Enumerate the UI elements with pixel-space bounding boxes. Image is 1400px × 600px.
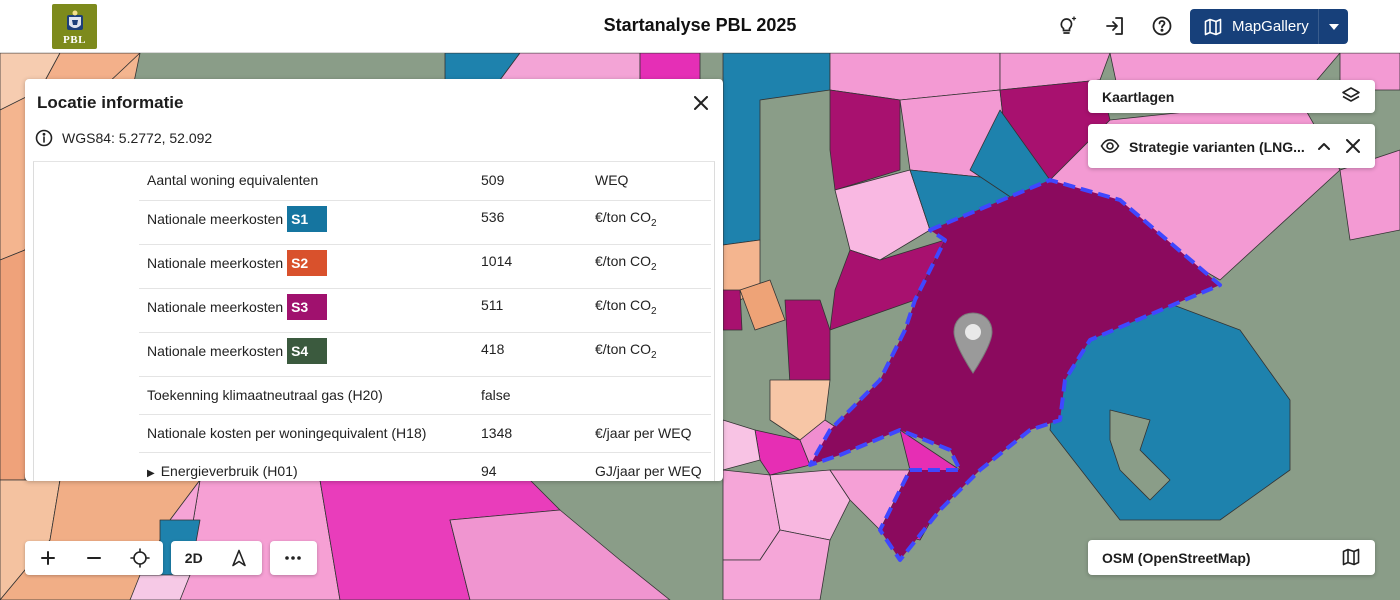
row-value: 536 [473, 200, 587, 245]
row-name: Nationale kosten per woningequivalent (H… [139, 414, 473, 453]
location-marker-icon[interactable] [951, 311, 995, 375]
kaartlagen-card[interactable]: Kaartlagen [1088, 80, 1375, 113]
row-value: 94 [473, 452, 587, 481]
expandable-row[interactable]: ▶ Energieverbruik (H01) 94 GJ/jaar per WE… [139, 452, 711, 481]
close-icon[interactable] [690, 92, 712, 114]
unit-subscript: 2 [651, 349, 657, 361]
row-unit-text: €/ton CO [595, 252, 652, 269]
zoom-controls [25, 541, 163, 575]
row-unit [587, 376, 711, 415]
locate-button[interactable] [117, 541, 163, 575]
attribute-table: Aantal woning equivalenten 509 WEQ Natio… [139, 162, 711, 481]
attribute-table-container[interactable]: Aantal woning equivalenten 509 WEQ Natio… [33, 161, 715, 481]
zoom-out-button[interactable] [71, 541, 117, 575]
crest-icon [66, 10, 83, 30]
strategie-layer-card[interactable]: Strategie varianten (LNG... [1088, 124, 1375, 168]
caret-down-icon[interactable] [1318, 9, 1348, 44]
row-unit-text: €/ton CO [595, 340, 652, 357]
selected-area[interactable] [808, 178, 1222, 562]
coordinates-text: WGS84: 5.2772, 52.092 [62, 130, 213, 146]
table-row: Nationale meerkosten S4 418 €/ton CO2 [139, 332, 711, 377]
row-unit: GJ/jaar per WEQ [587, 452, 711, 481]
table-row: Aantal woning equivalenten 509 WEQ [139, 162, 711, 201]
table-row: Toekenning klimaatneutraal gas (H20) fal… [139, 376, 711, 415]
row-name: Nationale meerkosten S1 [139, 200, 473, 245]
table-row: Nationale kosten per woningequivalent (H… [139, 414, 711, 453]
eye-icon[interactable] [1100, 136, 1120, 156]
unit-subscript: 2 [651, 261, 657, 273]
row-name-text: Nationale meerkosten [147, 254, 284, 271]
table-row: Nationale meerkosten S1 536 €/ton CO2 [139, 200, 711, 245]
mapgallery-button[interactable]: MapGallery [1190, 9, 1348, 44]
map-icon [1204, 18, 1222, 36]
zoom-in-button[interactable] [25, 541, 71, 575]
row-name[interactable]: ▶ Energieverbruik (H01) [139, 452, 473, 481]
strategy-badge-s1: S1 [287, 205, 328, 232]
row-value: 511 [473, 288, 587, 333]
row-unit-text: €/ton CO [595, 296, 652, 313]
row-name: Nationale meerkosten S4 [139, 332, 473, 377]
top-bar: PBL Startanalyse PBL 2025 MapGallery [0, 0, 1400, 53]
row-name-text: Nationale meerkosten [147, 298, 284, 315]
map-icon[interactable] [1341, 547, 1361, 567]
basemap-title: OSM (OpenStreetMap) [1102, 550, 1251, 566]
table-row: Nationale meerkosten S3 511 €/ton CO2 [139, 288, 711, 333]
row-name: Toekenning klimaatneutraal gas (H20) [139, 376, 473, 415]
row-unit: €/jaar per WEQ [587, 414, 711, 453]
strategie-layer-title: Strategie varianten (LNG... [1129, 139, 1305, 155]
row-value: 1014 [473, 244, 587, 289]
row-unit: €/ton CO2 [587, 200, 711, 245]
pbl-logo[interactable]: PBL [52, 4, 97, 49]
location-info-panel: Locatie informatie WGS84: 5.2772, 52.092… [25, 79, 723, 481]
row-name-text: Energieverbruik (H01) [160, 462, 298, 479]
row-value: 509 [473, 162, 587, 201]
close-layer-icon[interactable] [1343, 136, 1363, 156]
login-icon[interactable] [1104, 15, 1126, 37]
compass-button[interactable] [217, 541, 263, 575]
chevron-up-icon[interactable] [1314, 136, 1334, 156]
mode-2d-button[interactable]: 2D [184, 550, 203, 566]
row-value: 418 [473, 332, 587, 377]
strategy-badge-s2: S2 [287, 249, 328, 276]
row-unit-text: €/ton CO [595, 208, 652, 225]
layers-icon[interactable] [1341, 86, 1361, 106]
lightbulb-icon[interactable] [1056, 15, 1078, 37]
expand-triangle-icon[interactable]: ▶ [147, 467, 155, 479]
info-icon [35, 129, 53, 147]
row-value: false [473, 376, 587, 415]
help-icon[interactable] [1151, 15, 1173, 37]
mapgallery-label: MapGallery [1232, 18, 1309, 35]
strategy-badge-s3: S3 [287, 293, 328, 320]
coordinates: WGS84: 5.2772, 52.092 [35, 129, 212, 147]
unit-subscript: 2 [651, 305, 657, 317]
row-unit: €/ton CO2 [587, 332, 711, 377]
row-unit: €/ton CO2 [587, 288, 711, 333]
kaartlagen-title: Kaartlagen [1102, 89, 1175, 105]
unit-subscript: 2 [651, 217, 657, 229]
row-name: Nationale meerkosten S3 [139, 288, 473, 333]
more-options-button[interactable] [270, 541, 316, 575]
panel-title: Locatie informatie [37, 93, 184, 112]
logo-text: PBL [63, 34, 86, 46]
table-row: Nationale meerkosten S2 1014 €/ton CO2 [139, 244, 711, 289]
row-name-text: Nationale meerkosten [147, 210, 284, 227]
strategy-badge-s4: S4 [287, 337, 328, 364]
row-name-text: Nationale meerkosten [147, 342, 284, 359]
basemap-card[interactable]: OSM (OpenStreetMap) [1088, 540, 1375, 575]
row-name: Aantal woning equivalenten [139, 162, 473, 201]
view-controls: 2D [171, 541, 262, 575]
row-unit: WEQ [587, 162, 711, 201]
more-controls [270, 541, 317, 575]
row-name: Nationale meerkosten S2 [139, 244, 473, 289]
row-unit: €/ton CO2 [587, 244, 711, 289]
row-value: 1348 [473, 414, 587, 453]
